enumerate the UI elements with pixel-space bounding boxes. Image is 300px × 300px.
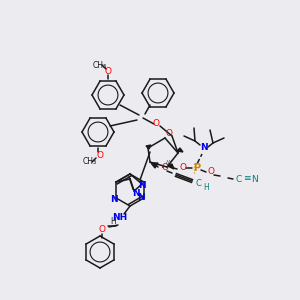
Text: N: N bbox=[138, 182, 146, 190]
Text: CH₃: CH₃ bbox=[83, 158, 97, 166]
Text: ///: /// bbox=[166, 160, 172, 164]
Text: N: N bbox=[132, 188, 140, 197]
Text: C: C bbox=[236, 175, 242, 184]
Polygon shape bbox=[177, 148, 183, 152]
Text: ≡: ≡ bbox=[243, 175, 251, 184]
Text: H: H bbox=[110, 218, 116, 226]
Text: O: O bbox=[104, 67, 112, 76]
Text: O: O bbox=[97, 152, 104, 160]
Text: N: N bbox=[110, 196, 118, 205]
Text: CH₃: CH₃ bbox=[93, 61, 107, 70]
Text: N: N bbox=[200, 143, 208, 152]
Text: O: O bbox=[98, 226, 106, 235]
Text: C: C bbox=[195, 178, 201, 188]
Polygon shape bbox=[151, 163, 158, 168]
Text: N: N bbox=[137, 193, 145, 202]
Text: P: P bbox=[194, 163, 201, 173]
Text: NH: NH bbox=[112, 214, 128, 223]
Text: N: N bbox=[250, 175, 257, 184]
Text: O: O bbox=[166, 130, 172, 139]
Text: O: O bbox=[161, 163, 169, 172]
Polygon shape bbox=[168, 164, 174, 169]
Text: •: • bbox=[161, 165, 165, 171]
Polygon shape bbox=[146, 145, 151, 149]
Text: O: O bbox=[208, 167, 214, 176]
Text: O: O bbox=[152, 118, 160, 127]
Text: O: O bbox=[179, 164, 187, 172]
Text: H: H bbox=[203, 182, 209, 191]
